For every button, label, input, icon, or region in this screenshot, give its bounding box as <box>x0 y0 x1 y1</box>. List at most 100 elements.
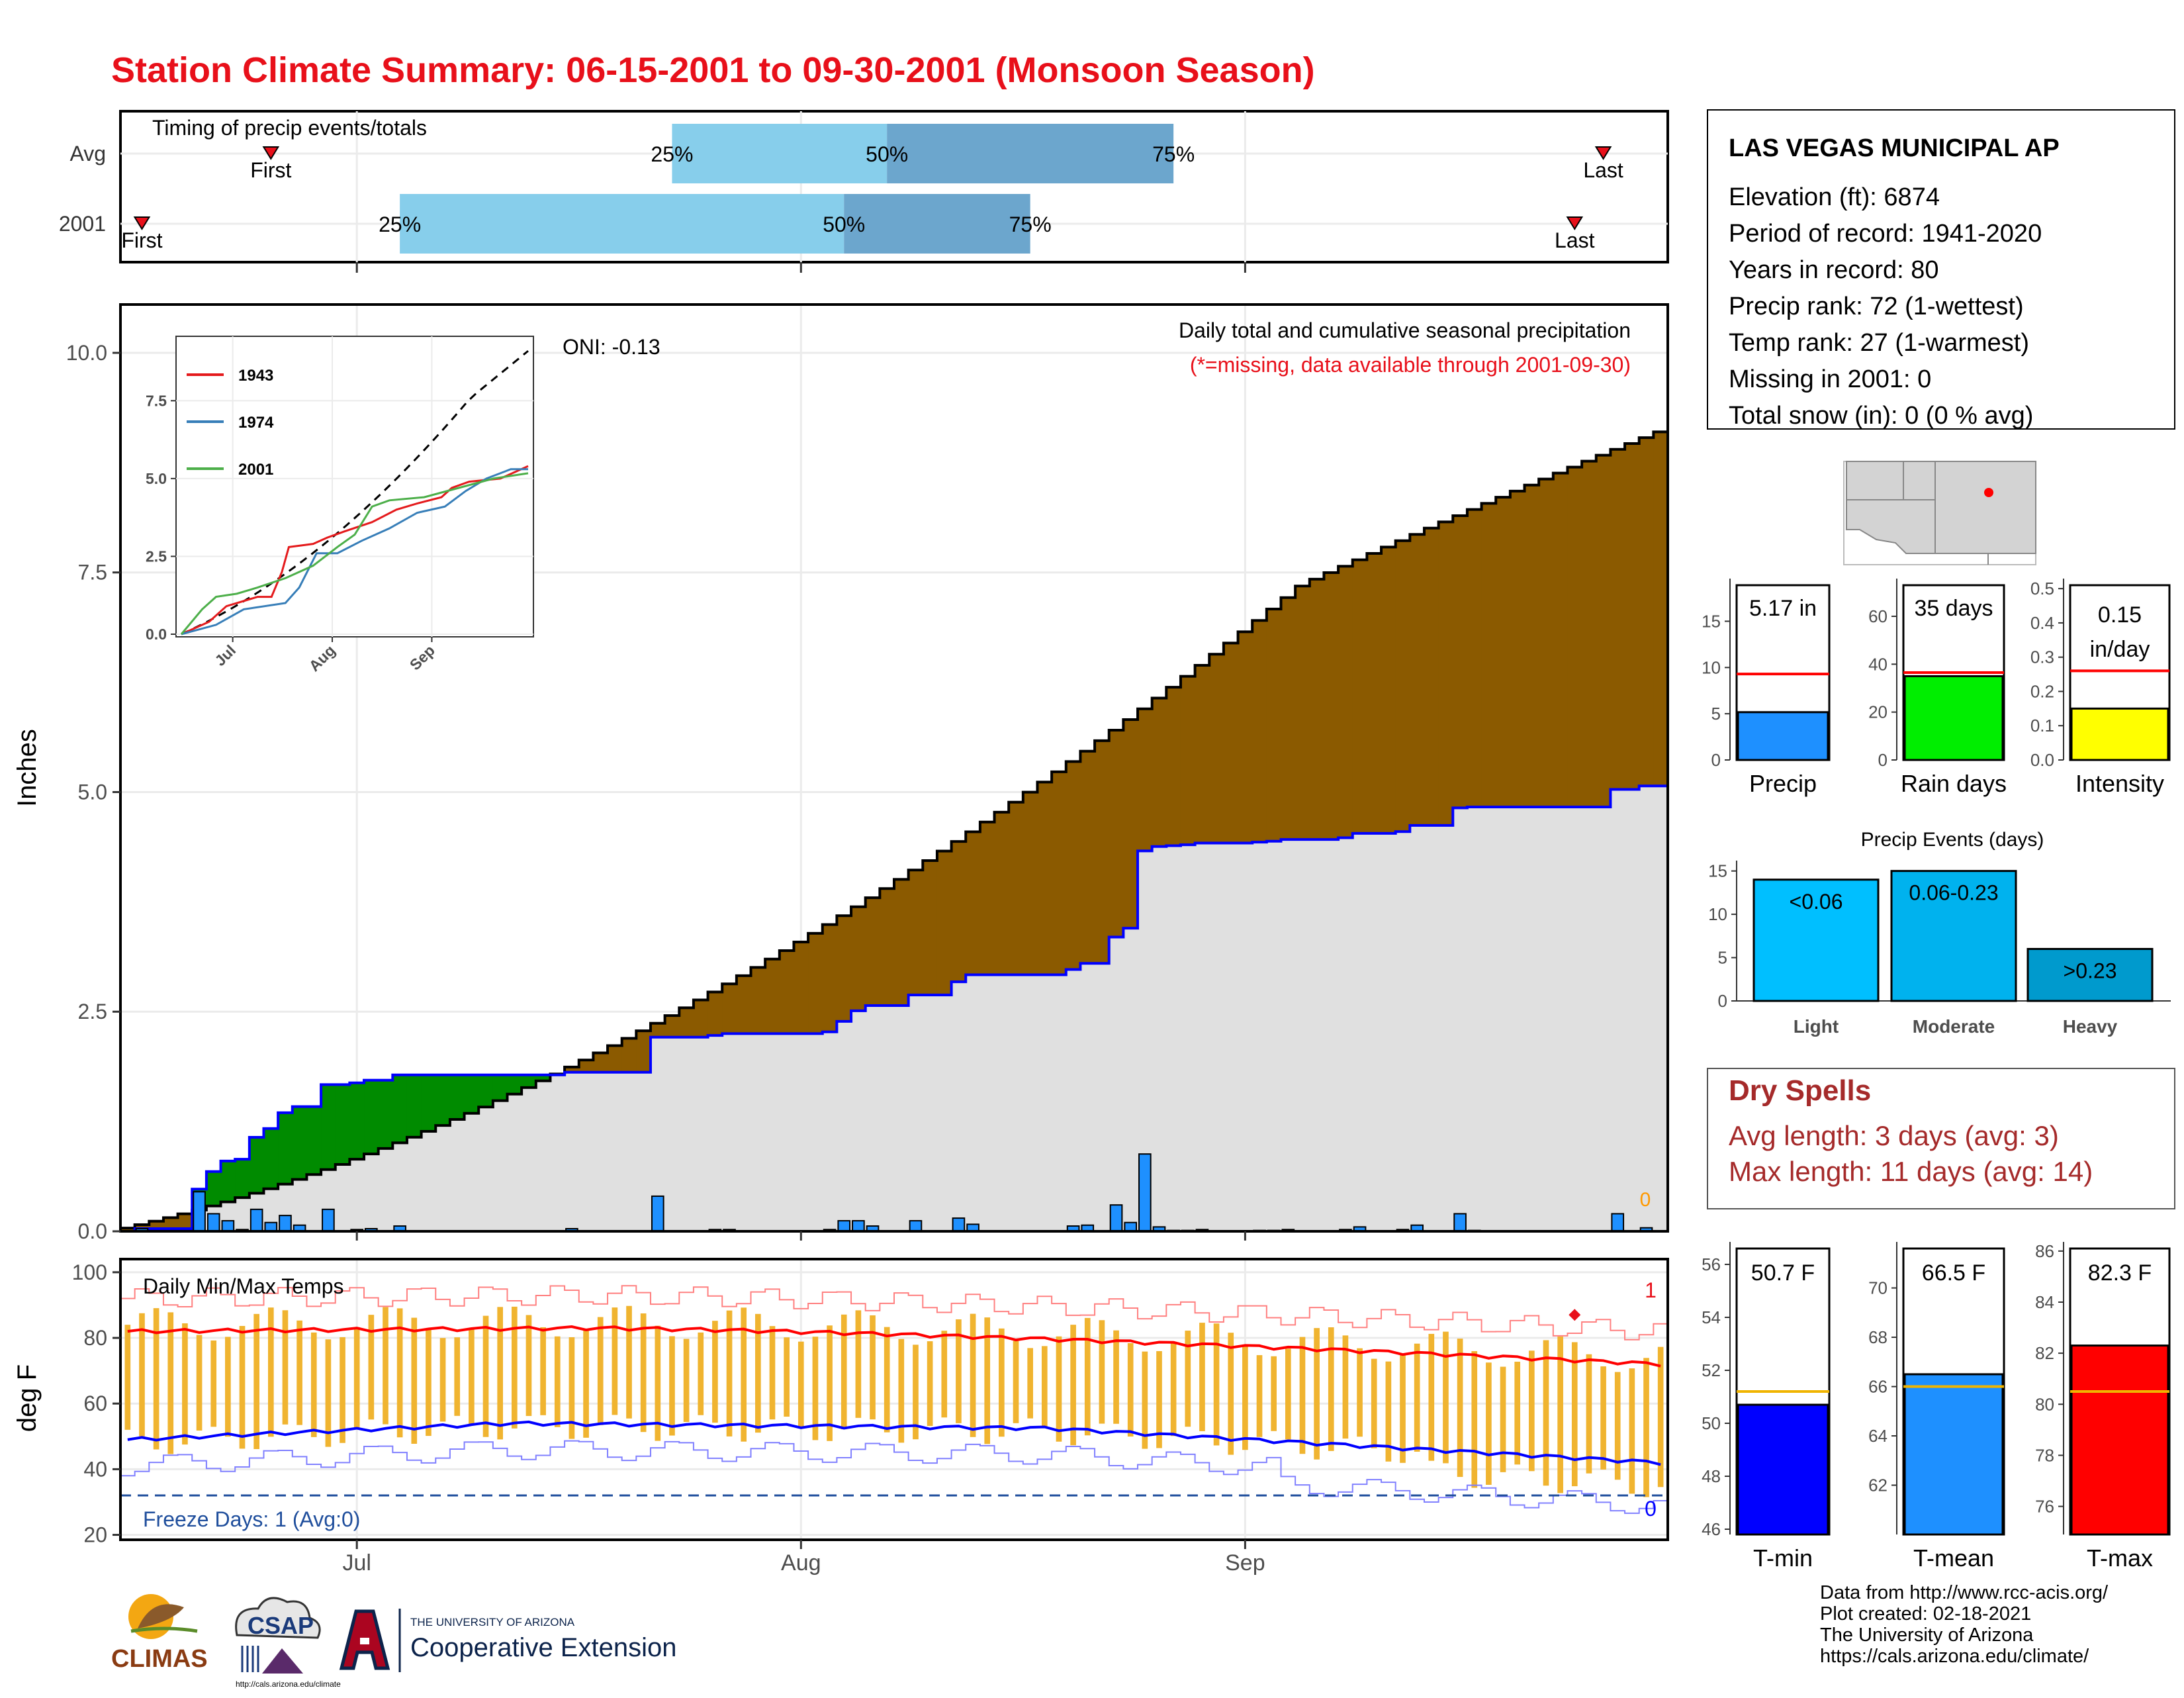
climas-logo: CLIMAS <box>111 1594 208 1673</box>
daily-temp-range-bar <box>1371 1358 1377 1448</box>
precip-deficit-band <box>794 941 809 1034</box>
precip-surplus-band <box>206 1171 222 1206</box>
climas-wordmark: CLIMAS <box>111 1645 208 1673</box>
precip-panel-subtitle: (*=missing, data available through 2001-… <box>1190 353 1631 377</box>
summary-bar-ytick-label: 84 <box>2035 1292 2054 1312</box>
summary-bar-ytick-label: 52 <box>1702 1360 1721 1380</box>
precip-deficit-band <box>134 1225 150 1229</box>
precip-deficit-band <box>779 950 795 1034</box>
inset-series-1943 <box>181 465 529 636</box>
precip-surplus-band <box>522 1074 537 1088</box>
precip-deficit-band <box>1066 761 1081 970</box>
daily-temp-range-bar <box>1471 1351 1478 1488</box>
daily-temp-range-bar <box>741 1307 747 1442</box>
precip-deficit-band <box>650 1023 666 1037</box>
daily-precip-bar <box>1611 1213 1625 1233</box>
precip-ytick-label: 10.0 <box>66 341 107 365</box>
temp-summary-value-label: 66.5 F <box>1922 1260 1985 1286</box>
daily-temp-range-bar <box>426 1329 432 1437</box>
daily-temp-range-bar <box>525 1315 532 1416</box>
precip-deficit-band <box>1639 438 1654 786</box>
summary-bar-label: Intensity <box>2075 770 2164 797</box>
daily-temp-range-bar <box>970 1313 976 1437</box>
daily-temp-range-bar <box>1070 1325 1076 1446</box>
precip-deficit-band <box>679 1008 694 1037</box>
precip-deficit-band <box>994 812 1009 975</box>
inset-legend-label: 1974 <box>238 414 274 432</box>
precip-surplus-band <box>406 1074 422 1137</box>
daily-temp-range-bar <box>167 1312 174 1454</box>
precip-deficit-band <box>1352 559 1367 833</box>
precip-deficit-band <box>851 906 866 1011</box>
daily-temp-range-bar <box>1385 1361 1392 1462</box>
daily-temp-range-bar <box>1400 1355 1406 1463</box>
precip-surplus-band <box>306 1106 322 1175</box>
summary-bar-ytick-label: 78 <box>2035 1445 2054 1465</box>
daily-temp-range-bar <box>870 1315 876 1420</box>
precip-deficit-band <box>979 822 995 975</box>
precip-deficit-band <box>1238 632 1253 843</box>
credit-plot-date: Plot created: 02-18-2021 <box>1820 1603 2032 1625</box>
daily-temp-range-bar <box>1099 1320 1105 1424</box>
summary-bar-value-label: 35 days <box>1914 596 1993 621</box>
summary-bar-ytick-label: 20 <box>1868 702 1888 722</box>
daily-temp-range-bar <box>640 1313 647 1433</box>
quartile-25-label: 25% <box>379 212 421 236</box>
summary-bar-ytick-label: 46 <box>1702 1519 1721 1539</box>
daily-precip-bar <box>837 1220 851 1232</box>
precip-event-label: Moderate <box>1913 1016 1995 1037</box>
daily-precip-bar <box>651 1195 664 1233</box>
credit-url: https://cals.arizona.edu/climate/ <box>1820 1646 2089 1667</box>
precip-deficit-band <box>1424 528 1439 825</box>
daily-precip-bar <box>852 1220 865 1232</box>
precip-deficit-band <box>1080 751 1095 964</box>
precip-event-bar <box>1890 870 2017 1002</box>
precip-deficit-band <box>1252 620 1267 843</box>
daily-temp-range-bar <box>282 1310 289 1425</box>
daily-temp-range-bar <box>1643 1358 1649 1497</box>
precip-deficit-band <box>837 916 852 1021</box>
summary-bar-ytick-label: 64 <box>1868 1426 1888 1446</box>
summary-bar-label: T-mean <box>1913 1544 1994 1572</box>
daily-temp-range-bar <box>999 1328 1005 1437</box>
precip-surplus-band <box>235 1159 250 1198</box>
timing-bar-25-50 <box>672 124 887 183</box>
precip-deficit-band <box>880 888 895 1006</box>
csap-url: http://cals.arizona.edu/climate <box>236 1679 341 1689</box>
daily-temp-range-bar <box>1586 1354 1592 1474</box>
precip-deficit-band <box>751 967 766 1034</box>
precip-surplus-band <box>263 1128 279 1189</box>
daily-temp-range-bar <box>1185 1331 1191 1427</box>
precip-deficit-band <box>951 841 966 982</box>
precip-event-bar <box>1752 878 1880 1002</box>
daily-precip-bar <box>250 1208 263 1232</box>
logo-strip: CLIMAS CSAP http://cals.arizona.edu/clim… <box>111 1582 747 1695</box>
daily-temp-range-bar <box>1514 1361 1521 1465</box>
daily-temp-range-bar <box>1285 1348 1291 1440</box>
daily-temp-range-bar <box>239 1325 246 1449</box>
station-info-line: Missing in 2001: 0 <box>1729 365 1931 393</box>
credit-university: The University of Arizona <box>1820 1625 2034 1646</box>
daily-temp-range-bar <box>340 1337 345 1443</box>
precip-deficit-band <box>1367 553 1382 833</box>
last-event-label: Last <box>1583 158 1623 182</box>
precip-deficit-band <box>1510 491 1525 808</box>
inset-ytick-label: 5.0 <box>146 470 167 487</box>
precip-deficit-band <box>1281 597 1296 840</box>
precip-deficit-band <box>1052 771 1067 975</box>
timing-row-label-2001: 2001 <box>59 212 106 236</box>
record-high-line <box>120 1285 1668 1341</box>
last-event-marker <box>1594 146 1612 160</box>
daily-temp-range-bar <box>1299 1337 1306 1454</box>
daily-temp-range-bar <box>669 1336 675 1436</box>
daily-temp-range-bar <box>1600 1366 1606 1470</box>
daily-temp-range-bar <box>1314 1328 1320 1460</box>
daily-temp-range-bar <box>1027 1348 1033 1419</box>
precip-deficit-band <box>1138 708 1153 851</box>
summary-bar-ytick-label: 50 <box>1702 1413 1721 1433</box>
daily-temp-range-bar <box>1142 1351 1148 1449</box>
temp-panel-title: Daily Min/Max Temps <box>143 1274 343 1298</box>
csap-wordmark: CSAP <box>248 1612 314 1639</box>
daily-precip-bar <box>952 1217 966 1232</box>
precip-event-label: Light <box>1794 1016 1839 1037</box>
